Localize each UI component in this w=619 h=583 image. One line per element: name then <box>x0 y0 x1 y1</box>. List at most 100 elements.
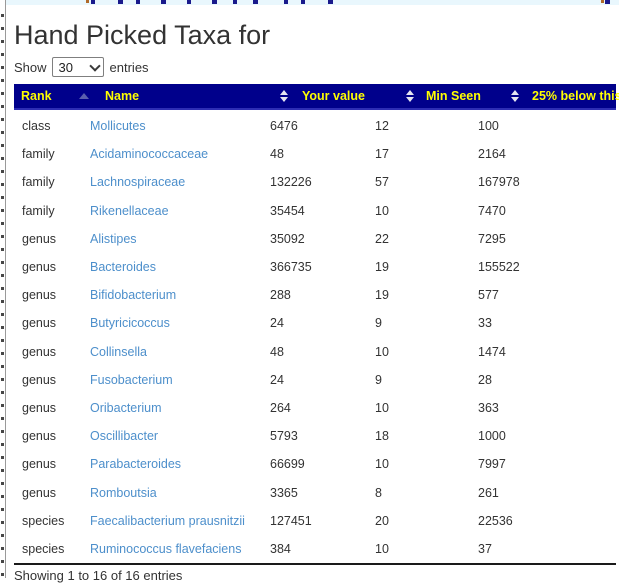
taxon-link[interactable]: Acidaminococcaceae <box>90 147 209 162</box>
rank-cell: species <box>22 513 65 528</box>
table-row: genus Parabacteroides 66699 10 7997 <box>14 450 616 478</box>
column-header-your-value[interactable]: Your value <box>302 89 365 103</box>
rank-cell: genus <box>22 457 57 472</box>
sort-icon <box>406 90 414 102</box>
column-header-name[interactable]: Name <box>105 89 140 103</box>
below-cell: 1000 <box>478 429 506 444</box>
rank-cell: genus <box>22 260 57 275</box>
taxon-link[interactable]: Alistipes <box>90 231 137 246</box>
taxon-link[interactable]: Bifidobacterium <box>90 288 177 303</box>
table-row: family Rikenellaceae 35454 10 7470 <box>14 197 616 225</box>
min-seen-cell: 19 <box>375 288 389 303</box>
name-cell: Bifidobacterium <box>82 288 262 302</box>
show-label: Show <box>14 59 47 75</box>
below-cell: 261 <box>478 485 499 500</box>
below-cell: 7997 <box>478 457 506 472</box>
min-seen-cell: 10 <box>375 541 389 556</box>
taxon-link[interactable]: Mollicutes <box>90 119 146 134</box>
taxon-link[interactable]: Fusobacterium <box>90 372 173 387</box>
your-value-cell: 3365 <box>270 485 298 500</box>
page-title: Hand Picked Taxa for <box>14 20 271 50</box>
below-cell: 2164 <box>478 147 506 162</box>
taxon-link[interactable]: Butyricicoccus <box>90 316 170 331</box>
min-seen-cell: 22 <box>375 231 389 246</box>
taxon-link[interactable]: Oribacterium <box>90 400 162 415</box>
taxon-link[interactable]: Lachnospiraceae <box>90 175 186 190</box>
table-row: genus Bifidobacterium 288 19 577 <box>14 281 616 309</box>
taxon-link[interactable]: Ruminococcus flavefaciens <box>90 541 242 556</box>
name-cell: Parabacteroides <box>82 457 262 471</box>
sort-icon <box>280 90 288 102</box>
min-seen-cell: 9 <box>375 316 382 331</box>
name-cell: Oribacterium <box>82 401 262 415</box>
table-row: genus Butyricicoccus 24 9 33 <box>14 309 616 337</box>
page-length-select[interactable]: 30 <box>51 57 104 77</box>
page-length-control: Show 30 entries <box>14 57 149 77</box>
your-value-cell: 6476 <box>270 119 298 134</box>
table-row: genus Romboutsia 3365 8 261 <box>14 478 616 506</box>
cropped-top-links-strip <box>0 0 619 5</box>
name-cell: Ruminococcus flavefaciens <box>82 542 262 556</box>
rank-cell: class <box>22 119 51 134</box>
below-cell: 7470 <box>478 203 506 218</box>
page-length-select-wrap: 30 <box>51 57 104 77</box>
taxon-link[interactable]: Faecalibacterium prausnitzii <box>90 513 245 528</box>
your-value-cell: 366735 <box>270 260 312 275</box>
column-header-rank[interactable]: Rank <box>21 89 52 103</box>
name-cell: Acidaminococcaceae <box>82 147 262 161</box>
your-value-cell: 48 <box>270 147 284 162</box>
below-cell: 100 <box>478 119 499 134</box>
sort-asc-icon <box>79 93 89 99</box>
rank-cell: species <box>22 541 65 556</box>
min-seen-cell: 10 <box>375 457 389 472</box>
table-body: class Mollicutes 6476 12 100 family Acid… <box>14 110 616 565</box>
table-header: Rank Name Your value Min Seen 25% below … <box>14 84 619 110</box>
your-value-cell: 24 <box>270 316 284 331</box>
your-value-cell: 5793 <box>270 429 298 444</box>
table-row: genus Bacteroides 366735 19 155522 <box>14 253 616 281</box>
below-cell: 167978 <box>478 175 520 190</box>
taxon-link[interactable]: Collinsella <box>90 344 147 359</box>
below-cell: 1474 <box>478 344 506 359</box>
rank-cell: genus <box>22 288 57 303</box>
rank-cell: genus <box>22 231 57 246</box>
name-cell: Lachnospiraceae <box>82 175 262 189</box>
your-value-cell: 288 <box>270 288 291 303</box>
below-cell: 37 <box>478 541 492 556</box>
your-value-cell: 384 <box>270 541 291 556</box>
rank-cell: genus <box>22 316 57 331</box>
rank-cell: genus <box>22 400 57 415</box>
your-value-cell: 24 <box>270 372 284 387</box>
your-value-cell: 35454 <box>270 203 305 218</box>
table-row: species Faecalibacterium prausnitzii 127… <box>14 507 616 535</box>
table-row: genus Oribacterium 264 10 363 <box>14 394 616 422</box>
table-row: family Lachnospiraceae 132226 57 167978 <box>14 168 616 196</box>
your-value-cell: 66699 <box>270 457 305 472</box>
below-cell: 577 <box>478 288 499 303</box>
name-cell: Fusobacterium <box>82 373 262 387</box>
min-seen-cell: 8 <box>375 485 382 500</box>
min-seen-cell: 12 <box>375 119 389 134</box>
taxon-link[interactable]: Rikenellaceae <box>90 203 169 218</box>
page-edge-gutter <box>0 0 6 578</box>
below-cell: 363 <box>478 400 499 415</box>
rank-cell: genus <box>22 372 57 387</box>
column-header-25-below[interactable]: 25% below this <box>532 89 619 103</box>
rank-cell: family <box>22 203 55 218</box>
name-cell: Mollicutes <box>82 119 262 133</box>
taxon-link[interactable]: Bacteroides <box>90 260 157 275</box>
rank-cell: family <box>22 175 55 190</box>
min-seen-cell: 9 <box>375 372 382 387</box>
taxon-link[interactable]: Romboutsia <box>90 485 157 500</box>
min-seen-cell: 10 <box>375 203 389 218</box>
below-cell: 22536 <box>478 513 513 528</box>
column-header-min-seen[interactable]: Min Seen <box>426 89 481 103</box>
min-seen-cell: 57 <box>375 175 389 190</box>
min-seen-cell: 20 <box>375 513 389 528</box>
rank-cell: genus <box>22 485 57 500</box>
table-row: species Ruminococcus flavefaciens 384 10… <box>14 535 616 563</box>
rank-cell: genus <box>22 344 57 359</box>
taxon-link[interactable]: Oscillibacter <box>90 429 159 444</box>
taxon-link[interactable]: Parabacteroides <box>90 457 182 472</box>
entries-label: entries <box>109 59 149 75</box>
